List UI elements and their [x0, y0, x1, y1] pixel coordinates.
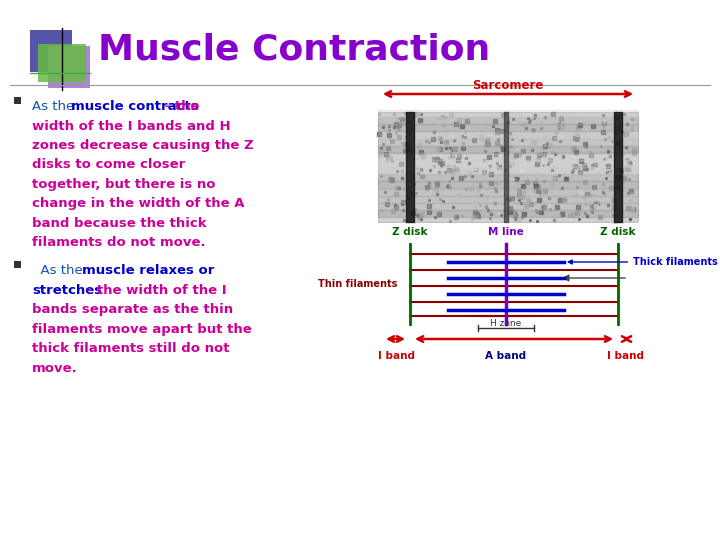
Bar: [38, 44, 86, 82]
Text: band because the thick: band because the thick: [32, 217, 207, 230]
Bar: [48, 46, 90, 88]
Text: Z disk: Z disk: [392, 227, 428, 237]
Text: Sarcomere: Sarcomere: [472, 79, 544, 92]
Text: Z disk: Z disk: [600, 227, 636, 237]
Text: I band: I band: [607, 351, 644, 361]
Bar: [378, 112, 638, 222]
Text: Thin filaments: Thin filaments: [318, 279, 397, 289]
Text: filaments move apart but the: filaments move apart but the: [32, 322, 252, 335]
Text: move.: move.: [32, 361, 78, 375]
Text: zones decrease causing the Z: zones decrease causing the Z: [32, 139, 253, 152]
Text: - the width of the I: - the width of the I: [82, 284, 227, 296]
Bar: [14, 97, 21, 104]
Text: thick filaments still do not: thick filaments still do not: [32, 342, 230, 355]
Text: change in the width of the A: change in the width of the A: [32, 198, 245, 211]
Text: Thick filaments: Thick filaments: [568, 257, 718, 267]
Bar: [14, 260, 21, 267]
Text: together, but there is no: together, but there is no: [32, 178, 215, 191]
Text: disks to come closer: disks to come closer: [32, 159, 185, 172]
Text: H zone: H zone: [490, 319, 521, 328]
Text: stretches: stretches: [32, 284, 102, 296]
Text: A band: A band: [485, 351, 526, 361]
Text: bands separate as the thin: bands separate as the thin: [32, 303, 233, 316]
Text: As the: As the: [32, 100, 78, 113]
Text: muscle relaxes or: muscle relaxes or: [82, 264, 215, 277]
Text: As the: As the: [32, 264, 87, 277]
Text: M line: M line: [488, 227, 524, 237]
Text: - the: - the: [160, 100, 199, 113]
Text: filaments do not move.: filaments do not move.: [32, 237, 206, 249]
Text: width of the I bands and H: width of the I bands and H: [32, 119, 230, 132]
Bar: [30, 30, 72, 72]
Text: I band: I band: [378, 351, 415, 361]
Text: Muscle Contraction: Muscle Contraction: [98, 32, 490, 66]
Text: muscle contracts: muscle contracts: [71, 100, 199, 113]
